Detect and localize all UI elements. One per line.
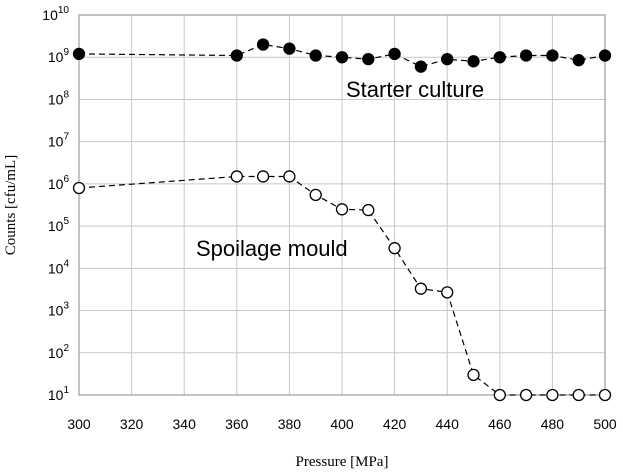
spoilage-mould-point xyxy=(493,388,506,402)
starter-culture-point xyxy=(572,54,585,67)
spoilage-mould-point xyxy=(546,388,559,402)
y-axis-ticks: 101 102 103 104 105 106 107 108 109 1010 xyxy=(42,5,69,403)
spoilage-mould-point xyxy=(256,170,270,183)
x-tick-label: 380 xyxy=(278,416,302,432)
x-tick-label: 460 xyxy=(488,416,512,432)
spoilage-mould-point xyxy=(335,203,349,216)
x-axis-title: Pressure [MPa] xyxy=(296,454,389,470)
spoilage-mould-point xyxy=(414,282,428,295)
x-tick-label: 500 xyxy=(593,416,617,432)
starter-culture-point xyxy=(388,47,401,61)
x-tick-label: 360 xyxy=(225,416,249,432)
starter-culture-point xyxy=(467,55,480,68)
y-tick-label: 102 xyxy=(48,343,70,361)
spoilage-mould-point xyxy=(72,181,86,195)
starter-culture-point xyxy=(230,49,243,62)
spoilage-mould-point xyxy=(283,170,296,183)
spoilage-mould-point xyxy=(362,203,375,217)
x-axis-ticks: 300 320 340 360 380 400 420 440 460 480 500 xyxy=(67,416,617,432)
y-tick-label: 106 xyxy=(48,174,70,192)
x-tick-label: 340 xyxy=(173,416,197,432)
y-tick-label: 107 xyxy=(48,132,70,150)
spoilage-mould-point xyxy=(309,188,322,202)
x-tick-label: 400 xyxy=(330,416,354,432)
spoilage-mould-point xyxy=(388,242,401,255)
starter-culture-point xyxy=(72,47,86,61)
spoilage-mould-point xyxy=(572,388,585,402)
starter-culture-point xyxy=(335,51,349,64)
starter-culture-point xyxy=(362,53,375,66)
y-tick-label: 1010 xyxy=(42,5,69,23)
starter-culture-point xyxy=(546,49,559,62)
starter-culture-point xyxy=(283,42,296,55)
y-tick-label: 101 xyxy=(48,385,70,403)
x-tick-label: 320 xyxy=(120,416,144,432)
starter-culture-point xyxy=(414,60,428,73)
plot-frame xyxy=(78,14,606,396)
starter-culture-point xyxy=(519,49,533,62)
x-tick-label: 420 xyxy=(383,416,407,432)
y-tick-label: 105 xyxy=(48,216,70,234)
y-tick-label: 103 xyxy=(48,301,70,319)
y-axis-title: Counts [cfu/mL] xyxy=(3,155,19,255)
spoilage-mould-point xyxy=(467,368,480,382)
annotation-starter-culture: Starter culture xyxy=(346,77,484,102)
starter-culture-point xyxy=(441,53,454,66)
series-line-starter-culture xyxy=(78,43,606,68)
spoilage-mould-point xyxy=(598,388,612,402)
spoilage-mould-point xyxy=(441,286,454,299)
x-tick-label: 440 xyxy=(436,416,460,432)
series-layer xyxy=(72,38,612,402)
y-tick-label: 109 xyxy=(48,47,70,65)
spoilage-mould-point xyxy=(230,170,243,183)
starter-culture-point xyxy=(256,38,270,51)
annotation-spoilage-mould: Spoilage mould xyxy=(196,236,348,261)
x-tick-label: 300 xyxy=(67,416,91,432)
y-tick-label: 104 xyxy=(48,258,70,276)
y-tick-label: 108 xyxy=(48,89,70,107)
starter-culture-point xyxy=(598,49,612,62)
spoilage-mould-point xyxy=(519,388,533,402)
x-tick-label: 480 xyxy=(541,416,565,432)
starter-culture-point xyxy=(493,51,506,64)
starter-culture-point xyxy=(309,49,322,62)
